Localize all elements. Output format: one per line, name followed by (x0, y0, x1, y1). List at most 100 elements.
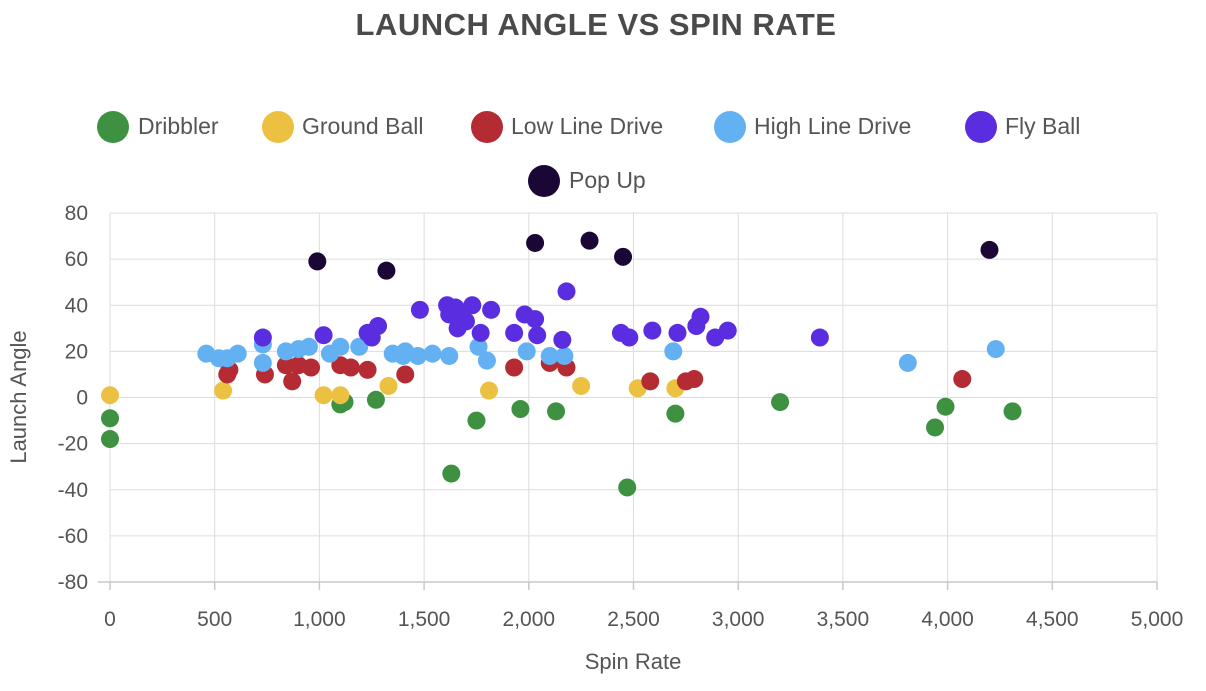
data-point[interactable] (980, 240, 999, 259)
data-point[interactable] (480, 381, 499, 400)
data-point[interactable] (440, 346, 459, 365)
data-point[interactable] (511, 400, 530, 419)
x-tick-label: 2,500 (607, 608, 660, 631)
data-point[interactable] (580, 231, 599, 250)
grid (98, 212, 1158, 590)
y-tick-label: -20 (58, 433, 88, 456)
data-point[interactable] (505, 323, 524, 342)
x-tick-label: 4,500 (1026, 608, 1079, 631)
data-point[interactable] (810, 328, 829, 347)
data-point[interactable] (691, 307, 710, 326)
data-point[interactable] (101, 386, 119, 405)
data-point[interactable] (685, 370, 704, 389)
legend-label[interactable]: Fly Ball (1005, 113, 1080, 139)
y-tick-label: 60 (65, 248, 88, 271)
data-point[interactable] (469, 337, 488, 356)
data-point[interactable] (618, 478, 637, 497)
data-point[interactable] (482, 300, 501, 319)
x-tick-label: 3,500 (817, 608, 870, 631)
y-tick-label: -60 (58, 525, 88, 548)
data-point[interactable] (526, 233, 545, 252)
x-tick-label: 5,000 (1131, 608, 1184, 631)
data-point[interactable] (456, 312, 475, 331)
x-tick-label: 3,000 (712, 608, 765, 631)
legend-marker[interactable] (714, 111, 746, 143)
data-point[interactable] (276, 356, 295, 375)
data-point[interactable] (898, 353, 917, 372)
data-point[interactable] (555, 346, 574, 365)
y-axis-ticks: 80 60 40 20 0 -20 -40 -60 -80 (58, 202, 88, 594)
data-point[interactable] (664, 342, 683, 361)
legend-marker[interactable] (965, 111, 997, 143)
data-point[interactable] (505, 358, 524, 377)
data-point[interactable] (366, 390, 385, 409)
legend-marker[interactable] (471, 111, 503, 143)
data-point[interactable] (228, 344, 247, 363)
data-point[interactable] (350, 337, 369, 356)
data-point[interactable] (358, 360, 377, 379)
data-point[interactable] (471, 323, 490, 342)
data-point[interactable] (369, 317, 388, 336)
data-point[interactable] (101, 430, 119, 449)
data-point[interactable] (299, 337, 318, 356)
x-tick-label: 1,500 (398, 608, 451, 631)
data-point[interactable] (283, 372, 302, 391)
y-tick-label: 0 (76, 387, 88, 410)
data-point[interactable] (308, 252, 327, 271)
data-point[interactable] (614, 247, 633, 266)
data-point[interactable] (572, 376, 591, 395)
data-point[interactable] (668, 323, 687, 342)
data-point[interactable] (926, 418, 945, 437)
data-point[interactable] (553, 330, 572, 349)
data-point[interactable] (408, 346, 427, 365)
legend-label[interactable]: Low Line Drive (511, 113, 663, 139)
data-point[interactable] (379, 376, 398, 395)
legend-marker[interactable] (97, 111, 129, 143)
data-point[interactable] (396, 365, 415, 384)
data-point[interactable] (101, 409, 119, 428)
data-point[interactable] (641, 372, 660, 391)
legend-label[interactable]: Dribbler (138, 113, 219, 139)
data-point[interactable] (331, 337, 350, 356)
data-point[interactable] (410, 300, 429, 319)
data-point[interactable] (540, 346, 559, 365)
data-point[interactable] (423, 344, 442, 363)
legend-label[interactable]: Ground Ball (302, 113, 423, 139)
data-point[interactable] (986, 340, 1005, 359)
data-point[interactable] (936, 397, 955, 416)
data-point[interactable] (953, 370, 972, 389)
data-point[interactable] (477, 351, 496, 370)
legend-marker[interactable] (528, 165, 560, 197)
data-point[interactable] (557, 282, 576, 301)
data-point[interactable] (331, 386, 350, 405)
data-point[interactable] (517, 342, 536, 361)
data-point[interactable] (302, 358, 321, 377)
data-point[interactable] (718, 321, 737, 340)
data-point[interactable] (467, 411, 486, 430)
x-tick-label: 500 (197, 608, 232, 631)
data-point[interactable] (771, 393, 790, 412)
y-tick-label: 40 (65, 294, 88, 317)
data-point[interactable] (526, 310, 545, 329)
data-point[interactable] (314, 386, 333, 405)
y-tick-label: 20 (65, 340, 88, 363)
legend-label[interactable]: High Line Drive (754, 113, 911, 139)
legend-marker[interactable] (262, 111, 294, 143)
data-point[interactable] (377, 261, 396, 280)
data-point[interactable] (214, 381, 233, 400)
data-point[interactable] (463, 296, 482, 315)
data-point[interactable] (341, 358, 360, 377)
data-point[interactable] (442, 464, 461, 483)
data-point[interactable] (620, 328, 639, 347)
data-point[interactable] (528, 326, 547, 345)
data-point[interactable] (253, 328, 272, 347)
data-point[interactable] (666, 404, 685, 423)
data-point[interactable] (643, 321, 662, 340)
data-point[interactable] (253, 353, 272, 372)
data-point[interactable] (314, 326, 333, 345)
x-tick-label: 4,000 (921, 608, 974, 631)
legend-label[interactable]: Pop Up (569, 167, 646, 193)
data-point[interactable] (547, 402, 566, 421)
data-point[interactable] (1003, 402, 1022, 421)
